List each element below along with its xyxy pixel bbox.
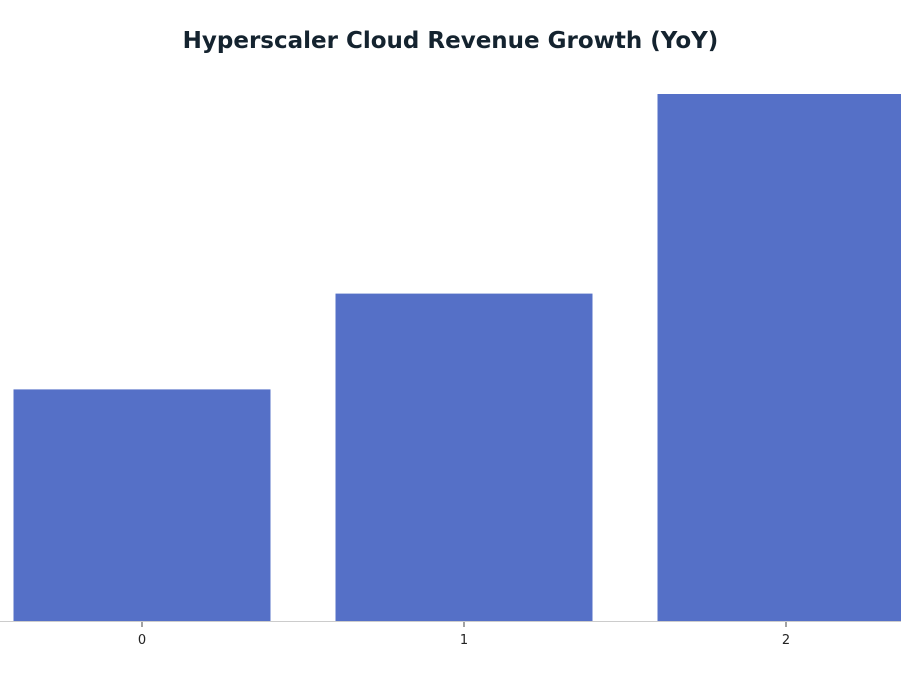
- x-tick-label: 1: [460, 633, 468, 648]
- x-ticks-group: 0 1 2: [138, 622, 790, 648]
- x-tick-label: 0: [138, 633, 146, 648]
- x-tick-label: 2: [782, 633, 790, 648]
- chart-title: Hyperscaler Cloud Revenue Growth (YoY): [182, 28, 719, 54]
- bars-group: [13, 94, 901, 621]
- bar-0: [13, 389, 271, 621]
- bar-2: [657, 94, 901, 621]
- bar-1: [335, 293, 593, 621]
